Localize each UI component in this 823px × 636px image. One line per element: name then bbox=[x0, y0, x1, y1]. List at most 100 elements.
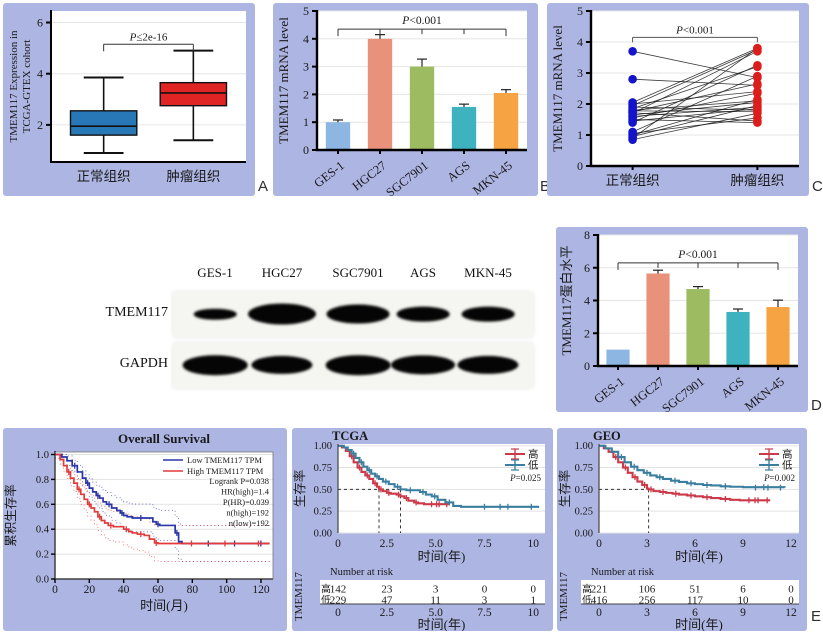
km-plot-geo: 0.000.250.500.751.000 3 6 9 12时间(年)GEO生存率高低P… bbox=[557, 429, 799, 631]
svg-text:229: 229 bbox=[330, 595, 347, 607]
western-blot: GES-1 HGC27 SGC7901 AGS MKN-45 TMEM117 GAPDH bbox=[60, 235, 540, 410]
svg-text:n(low)=192: n(low)=192 bbox=[229, 518, 269, 528]
blot-row-label: GAPDH bbox=[119, 356, 168, 371]
svg-text:0: 0 bbox=[335, 538, 341, 550]
blot-lane-label: MKN-45 bbox=[464, 265, 512, 280]
svg-text:高: 高 bbox=[528, 448, 539, 461]
svg-text:106: 106 bbox=[639, 584, 656, 596]
svg-text:2.5: 2.5 bbox=[380, 538, 395, 550]
svg-text:低: 低 bbox=[321, 594, 331, 607]
svg-text:0: 0 bbox=[52, 584, 58, 596]
svg-text:0.50: 0.50 bbox=[575, 485, 593, 496]
svg-text:低: 低 bbox=[582, 594, 592, 607]
svg-text:正常组织: 正常组织 bbox=[606, 173, 660, 188]
svg-text:9: 9 bbox=[740, 538, 746, 550]
svg-text:23: 23 bbox=[381, 584, 393, 596]
svg-text:51: 51 bbox=[690, 584, 701, 596]
svg-text:10: 10 bbox=[738, 595, 750, 607]
svg-text:4: 4 bbox=[303, 32, 309, 46]
svg-text:0: 0 bbox=[335, 607, 341, 619]
svg-text:40: 40 bbox=[118, 584, 130, 596]
svg-text:2.5: 2.5 bbox=[380, 607, 395, 619]
svg-text:High TMEM117 TPM: High TMEM117 TPM bbox=[187, 466, 264, 476]
svg-text:生存率: 生存率 bbox=[292, 470, 307, 508]
svg-text:TMEM117 mRNA level: TMEM117 mRNA level bbox=[550, 25, 565, 152]
svg-text:TMEM117: TMEM117 bbox=[293, 571, 305, 621]
svg-text:P=0.025: P=0.025 bbox=[509, 473, 541, 483]
svg-text:60: 60 bbox=[152, 584, 164, 596]
svg-text:12: 12 bbox=[785, 607, 797, 619]
svg-text:肿瘤组织: 肿瘤组织 bbox=[730, 172, 784, 188]
blot-band bbox=[461, 306, 515, 322]
svg-text:Logrank P=0.038: Logrank P=0.038 bbox=[209, 476, 269, 486]
svg-text:n(high)=192: n(high)=192 bbox=[226, 508, 269, 518]
svg-text:7.5: 7.5 bbox=[477, 607, 492, 619]
blot-lane-label: SGC7901 bbox=[332, 265, 384, 280]
svg-text:0: 0 bbox=[531, 584, 537, 596]
svg-text:117: 117 bbox=[687, 595, 704, 607]
panel-e-overall-survival: 0.0 0.2 0.4 0.6 0.8 1.0 0 20 40 60 80 100 120 时间(月) Ov… bbox=[3, 428, 287, 631]
panel-b-mrna-barchart: 0 1 2 3 4 5 GES-1 HGC27 SGC7901 AGS MKN-45 P<0.001 T… bbox=[273, 3, 538, 196]
svg-text:1.00: 1.00 bbox=[314, 441, 332, 452]
svg-text:TMEM117 Expression in: TMEM117 Expression in bbox=[8, 30, 20, 143]
blot-lane-label: HGC27 bbox=[261, 265, 303, 280]
svg-text:3: 3 bbox=[644, 538, 650, 550]
svg-text:7.5: 7.5 bbox=[477, 538, 492, 550]
svg-text:1: 1 bbox=[531, 595, 537, 607]
svg-text:2: 2 bbox=[303, 87, 309, 101]
svg-text:6: 6 bbox=[692, 538, 698, 550]
svg-text:Number at risk: Number at risk bbox=[330, 567, 394, 578]
svg-text:4: 4 bbox=[577, 35, 583, 49]
panel-e-tcga-survival: 0.00 0.25 0.50 0.75 1.00 0 2.5 5.0 7.5 10 时间(年) TCG… bbox=[292, 428, 553, 631]
svg-text:0.25: 0.25 bbox=[575, 507, 593, 518]
svg-text:3: 3 bbox=[433, 584, 439, 596]
svg-text:4: 4 bbox=[37, 67, 43, 81]
svg-text:0.6: 0.6 bbox=[36, 500, 49, 511]
blot-band bbox=[251, 355, 313, 375]
svg-text:P<0.001: P<0.001 bbox=[677, 249, 718, 261]
svg-text:8: 8 bbox=[584, 228, 590, 242]
svg-text:0: 0 bbox=[303, 143, 309, 157]
svg-text:6: 6 bbox=[740, 584, 746, 596]
km-plot-tcga: 0.000.250.500.751.000 2.5 5.0 7.5 10时间(年)TCG… bbox=[292, 429, 545, 631]
svg-text:GEO: GEO bbox=[593, 429, 621, 443]
svg-text:0: 0 bbox=[577, 159, 583, 173]
svg-text:1: 1 bbox=[303, 115, 309, 129]
svg-text:256: 256 bbox=[639, 595, 656, 607]
svg-text:3: 3 bbox=[482, 595, 488, 607]
svg-text:5: 5 bbox=[303, 4, 309, 18]
svg-text:0.4: 0.4 bbox=[36, 525, 50, 536]
svg-text:Overall Survival: Overall Survival bbox=[118, 431, 210, 446]
svg-text:时间(年): 时间(年) bbox=[675, 549, 723, 564]
svg-text:GES-1: GES-1 bbox=[591, 374, 626, 406]
svg-text:低: 低 bbox=[782, 459, 793, 472]
svg-text:0.25: 0.25 bbox=[314, 507, 332, 518]
svg-text:0.00: 0.00 bbox=[575, 529, 593, 540]
panel-label-a: A bbox=[258, 178, 269, 195]
svg-text:416: 416 bbox=[591, 595, 608, 607]
svg-text:6: 6 bbox=[584, 261, 590, 275]
svg-text:生存率: 生存率 bbox=[557, 470, 572, 508]
svg-text:20: 20 bbox=[84, 584, 96, 596]
svg-text:SGC7901: SGC7901 bbox=[659, 374, 706, 412]
svg-text:低: 低 bbox=[528, 459, 539, 472]
blot-band bbox=[396, 306, 450, 322]
svg-text:P<0.001: P<0.001 bbox=[401, 15, 442, 27]
svg-text:2: 2 bbox=[584, 326, 590, 340]
svg-text:高: 高 bbox=[782, 448, 793, 461]
svg-text:0.2: 0.2 bbox=[36, 550, 49, 561]
blot-strip bbox=[173, 292, 533, 337]
svg-text:P=0.002: P=0.002 bbox=[763, 473, 795, 483]
svg-text:11: 11 bbox=[430, 595, 441, 607]
svg-text:0: 0 bbox=[788, 584, 794, 596]
panel-c-paired-plot: 0 1 2 3 4 5 P<0.001 正常组织 肿瘤组织 TMEM117 mRNA level bbox=[547, 3, 809, 196]
blot-strip bbox=[173, 343, 533, 388]
svg-text:2: 2 bbox=[37, 118, 43, 132]
svg-text:TCGA: TCGA bbox=[332, 429, 368, 443]
svg-text:肿瘤组织: 肿瘤组织 bbox=[166, 168, 220, 184]
svg-text:SGC7901: SGC7901 bbox=[383, 158, 430, 196]
svg-text:0: 0 bbox=[788, 595, 794, 607]
km-plot-overall-survival: 0.0 0.2 0.4 0.6 0.8 1.0 0 20 40 60 80 100 120 时间(月) Ov… bbox=[3, 431, 274, 613]
